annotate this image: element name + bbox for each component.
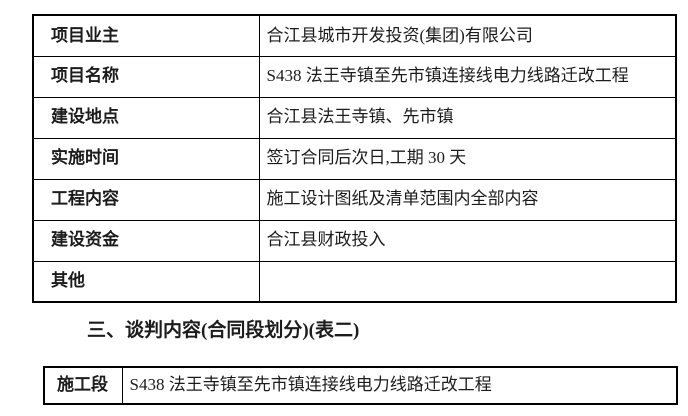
section-heading: 三、谈判内容(合同段划分)(表二) bbox=[87, 320, 360, 341]
table-row: 施工段 S438 法王寺镇至先市镇连接线电力线路迁改工程 bbox=[43, 366, 678, 405]
row-label-construction-funds: 建设资金 bbox=[32, 219, 260, 262]
table-row: 工程内容 施工设计图纸及清单范围内全部内容 bbox=[32, 178, 677, 221]
table-row: 项目业主 合江县城市开发投资(集团)有限公司 bbox=[32, 14, 677, 57]
table-row: 建设资金 合江县财政投入 bbox=[32, 219, 677, 262]
row-label-other: 其他 bbox=[32, 260, 260, 303]
row-label-project-owner: 项目业主 bbox=[32, 14, 260, 57]
row-value-implementation-time: 签订合同后次日,工期 30 天 bbox=[258, 137, 677, 180]
table-row: 其他 bbox=[32, 260, 677, 303]
row-label-construction-section: 施工段 bbox=[43, 366, 123, 405]
row-value-project-content: 施工设计图纸及清单范围内全部内容 bbox=[258, 178, 677, 221]
row-value-project-owner: 合江县城市开发投资(集团)有限公司 bbox=[258, 14, 677, 57]
row-label-implementation-time: 实施时间 bbox=[32, 137, 260, 180]
row-value-construction-site: 合江县法王寺镇、先市镇 bbox=[258, 96, 677, 139]
table-row: 实施时间 签订合同后次日,工期 30 天 bbox=[32, 137, 677, 180]
table-row: 项目名称 S438 法王寺镇至先市镇连接线电力线路迁改工程 bbox=[32, 55, 677, 98]
row-label-project-content: 工程内容 bbox=[32, 178, 260, 221]
row-value-construction-funds: 合江县财政投入 bbox=[258, 219, 677, 262]
row-value-project-name: S438 法王寺镇至先市镇连接线电力线路迁改工程 bbox=[258, 55, 677, 98]
row-value-other bbox=[258, 260, 677, 303]
row-label-project-name: 项目名称 bbox=[32, 55, 260, 98]
row-label-construction-site: 建设地点 bbox=[32, 96, 260, 139]
project-info-table: 项目业主 合江县城市开发投资(集团)有限公司 项目名称 S438 法王寺镇至先市… bbox=[32, 14, 677, 303]
table-row: 建设地点 合江县法王寺镇、先市镇 bbox=[32, 96, 677, 139]
row-value-construction-section: S438 法王寺镇至先市镇连接线电力线路迁改工程 bbox=[121, 366, 678, 405]
contract-section-table: 施工段 S438 法王寺镇至先市镇连接线电力线路迁改工程 bbox=[43, 366, 678, 405]
